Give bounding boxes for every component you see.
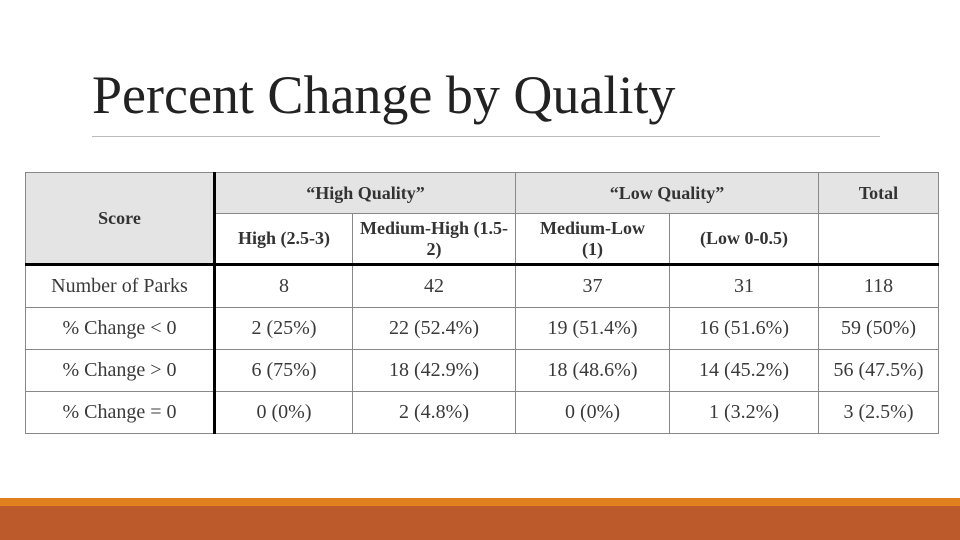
table-cell: 18 (42.9%) xyxy=(352,349,516,392)
sub-header: High (2.5-3) xyxy=(214,213,353,266)
table-cell: 37 xyxy=(515,264,670,308)
row-label: % Change = 0 xyxy=(25,391,216,434)
table-cell: 59 (50%) xyxy=(818,307,940,350)
table-cell: 31 xyxy=(668,264,820,308)
table-cell: 42 xyxy=(352,264,516,308)
table-cell: 0 (0%) xyxy=(515,391,670,434)
table-row: Number of Parks 8 42 37 31 118 xyxy=(25,264,940,308)
sub-header: (Low 0-0.5) xyxy=(668,213,820,266)
table-cell: 3 (2.5%) xyxy=(818,391,940,434)
data-table: Score “High Quality” “Low Quality” Total… xyxy=(25,172,940,434)
slide-title: Percent Change by Quality xyxy=(92,65,676,125)
table-cell: 14 (45.2%) xyxy=(668,349,820,392)
table-cell: 8 xyxy=(214,264,353,308)
table-cell: 16 (51.6%) xyxy=(668,307,820,350)
group-header: “High Quality” xyxy=(214,172,516,214)
empty-cell xyxy=(818,213,940,266)
table-cell: 2 (25%) xyxy=(214,307,353,350)
sub-header: Medium-Low (1) xyxy=(515,213,670,266)
table-cell: 1 (3.2%) xyxy=(668,391,820,434)
row-label: % Change > 0 xyxy=(25,349,216,392)
table-cell: 118 xyxy=(818,264,940,308)
group-header: Total xyxy=(818,172,940,214)
corner-header: Score xyxy=(25,172,216,266)
table-cell: 0 (0%) xyxy=(214,391,353,434)
row-label: Number of Parks xyxy=(25,264,216,308)
table-cell: 22 (52.4%) xyxy=(352,307,516,350)
title-rule xyxy=(92,136,880,137)
table-cell: 18 (48.6%) xyxy=(515,349,670,392)
sub-header: Medium-High (1.5-2) xyxy=(352,213,516,266)
table-cell: 2 (4.8%) xyxy=(352,391,516,434)
row-label: % Change < 0 xyxy=(25,307,216,350)
footer-stripe xyxy=(0,498,960,506)
group-header: “Low Quality” xyxy=(514,172,820,214)
table-cell: 19 (51.4%) xyxy=(515,307,670,350)
footer-band xyxy=(0,506,960,540)
table-cell: 56 (47.5%) xyxy=(818,349,940,392)
table-cell: 6 (75%) xyxy=(214,349,353,392)
